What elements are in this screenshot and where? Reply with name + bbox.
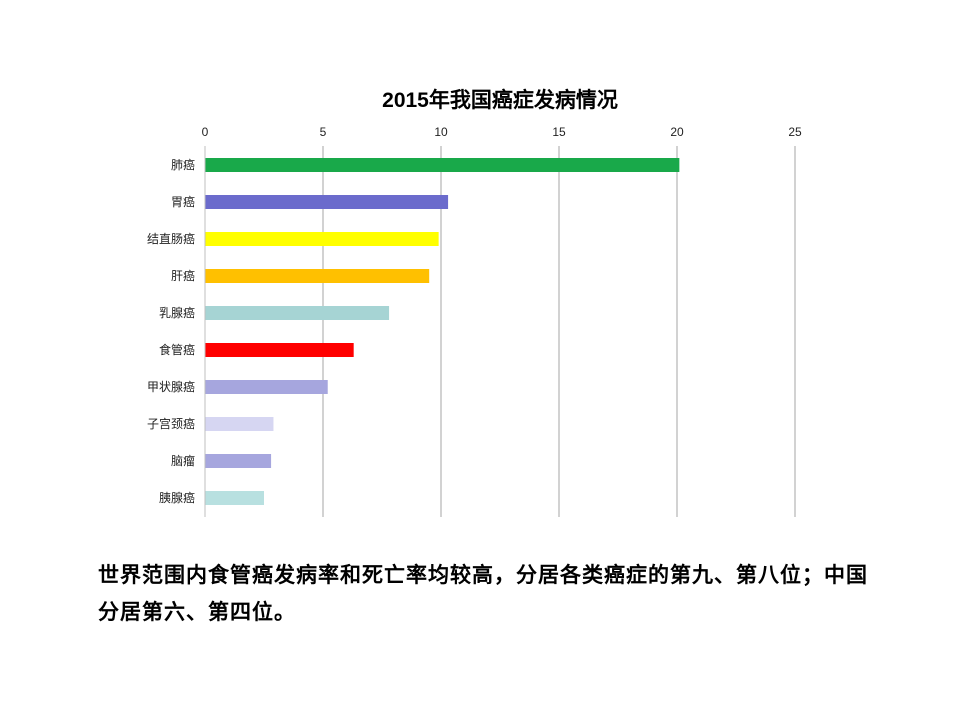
- x-tick-label-5: 5: [320, 125, 327, 139]
- category-label-5: 乳腺癌: [159, 305, 195, 320]
- x-tick-layer: 0 5 10 15 20 25: [202, 125, 802, 139]
- category-label-9: 脑瘤: [171, 453, 195, 468]
- bar-9: [205, 454, 272, 468]
- bar-8: [205, 417, 274, 431]
- x-tick-label-25: 25: [788, 125, 802, 139]
- x-tick-label-20: 20: [670, 125, 684, 139]
- chart-title: 2015年我国癌症发病情况: [382, 89, 618, 112]
- category-label-2: 胃癌: [171, 194, 195, 209]
- bar-layer: [205, 158, 680, 505]
- bar-10: [205, 491, 264, 505]
- grid-layer: [204, 146, 796, 517]
- bar-6: [205, 343, 354, 357]
- category-label-1: 肺癌: [171, 157, 195, 172]
- category-label-3: 结直肠癌: [147, 231, 195, 246]
- bar-3: [205, 232, 439, 246]
- bar-1: [205, 158, 680, 172]
- category-label-10: 胰腺癌: [159, 490, 195, 505]
- category-label-6: 食管癌: [159, 342, 195, 357]
- x-tick-label-0: 0: [202, 125, 209, 139]
- category-label-7: 甲状腺癌: [147, 379, 195, 394]
- bar-4: [205, 269, 430, 283]
- bar-7: [205, 380, 328, 394]
- bar-5: [205, 306, 390, 320]
- category-label-8: 子宫颈癌: [147, 416, 195, 431]
- caption-text: 世界范围内食管癌发病率和死亡率均较高，分居各类癌症的第九、第八位；中国分居第六、…: [98, 562, 868, 624]
- x-tick-label-15: 15: [552, 125, 566, 139]
- x-tick-label-10: 10: [434, 125, 448, 139]
- bar-2: [205, 195, 449, 209]
- category-label-4: 肝癌: [171, 268, 195, 283]
